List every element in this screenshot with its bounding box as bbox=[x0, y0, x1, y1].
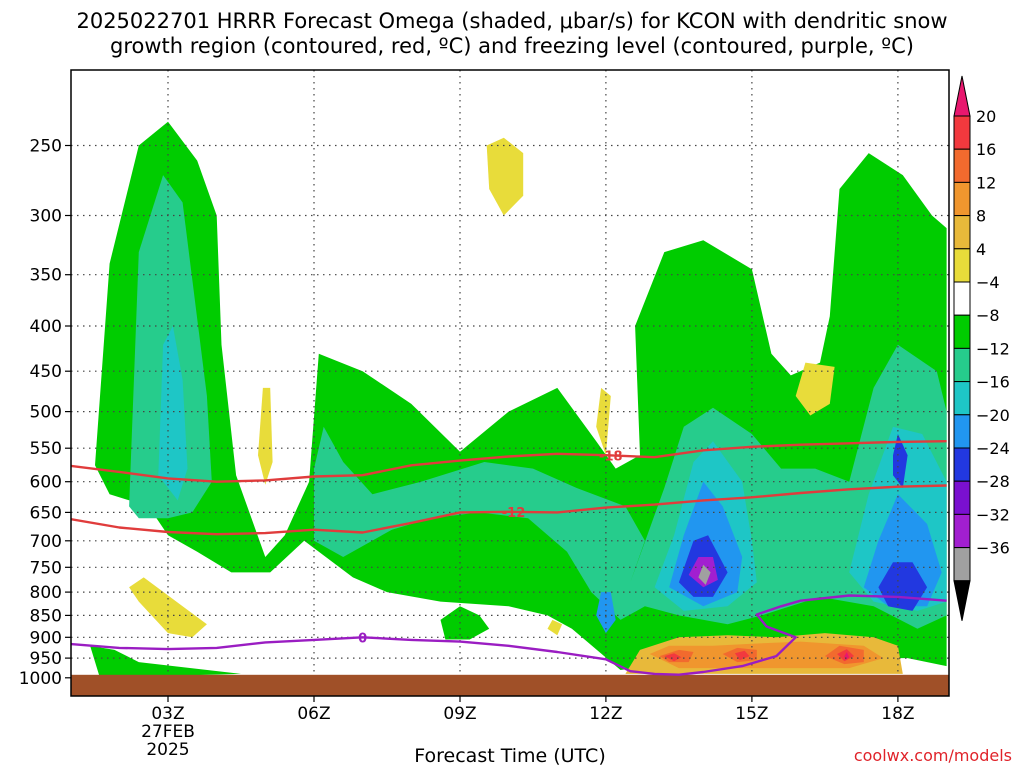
colorbar-swatch-7 bbox=[953, 314, 971, 349]
chart-title-line2: growth region (contoured, red, ºC) and f… bbox=[110, 34, 914, 58]
colorbar-swatch-1 bbox=[953, 115, 971, 150]
colorbar-label-12: −32 bbox=[976, 505, 1010, 524]
omega-region-23 bbox=[649, 641, 884, 669]
omega-region-10 bbox=[596, 592, 616, 634]
omega-region-2 bbox=[440, 606, 490, 640]
omega-region-15 bbox=[698, 564, 711, 585]
omega-region-9 bbox=[863, 494, 942, 607]
y-tick-labels: 2503003504004505005506006507007508008509… bbox=[19, 137, 71, 689]
omega-region-5 bbox=[158, 326, 188, 501]
y-tick-label-350: 350 bbox=[30, 266, 62, 286]
y-tick-label-500: 500 bbox=[30, 403, 62, 423]
colorbar-swatch-13 bbox=[953, 513, 971, 549]
omega-region-17 bbox=[258, 387, 273, 485]
colorbar-label-4: 4 bbox=[976, 240, 986, 259]
omega-region-0 bbox=[90, 645, 241, 678]
omega-region-27 bbox=[664, 653, 682, 662]
colorbar-swatch-2 bbox=[953, 148, 971, 183]
y-tick-label-550: 550 bbox=[30, 439, 62, 459]
colorbar-label-0: 20 bbox=[976, 107, 996, 126]
y-tick-label-250: 250 bbox=[30, 137, 62, 157]
credit-text: coolwx.com/models bbox=[854, 746, 1012, 765]
y-tick-label-850: 850 bbox=[30, 606, 62, 626]
colorbar-swatch-3 bbox=[953, 181, 971, 217]
omega-region-18 bbox=[596, 387, 611, 456]
x-tick-label-12Z: 12Z bbox=[589, 704, 622, 724]
colorbar-swatch-14 bbox=[953, 547, 971, 582]
plot-frame bbox=[70, 69, 950, 697]
x-tick-label-03Z: 03Z bbox=[151, 704, 184, 724]
y-tick-label-750: 750 bbox=[30, 558, 62, 578]
x-tick-label-15Z: 15Z bbox=[735, 704, 768, 724]
omega-region-16 bbox=[486, 137, 524, 216]
contour-line-0 bbox=[71, 594, 947, 676]
y-tick-label-600: 600 bbox=[30, 473, 62, 493]
omega-region-21 bbox=[547, 619, 563, 636]
y-tick-label-450: 450 bbox=[30, 362, 62, 382]
colorbar-label-5: −4 bbox=[976, 273, 1000, 292]
omega-region-4 bbox=[314, 344, 947, 629]
colorbar-label-9: −20 bbox=[976, 406, 1010, 425]
colorbar-label-6: −8 bbox=[976, 306, 1000, 325]
x-tick-label-18Z: 18Z bbox=[881, 704, 914, 724]
colorbar-swatch-5 bbox=[953, 248, 971, 283]
x-tick-label-09Z: 09Z bbox=[443, 704, 476, 724]
omega-shading-layer bbox=[90, 121, 947, 678]
y-tick-label-950: 950 bbox=[30, 649, 62, 669]
colorbar-swatch-11 bbox=[953, 447, 971, 482]
contour-label--12: -12 bbox=[502, 506, 526, 521]
colorbar-arrow-bottom bbox=[953, 580, 971, 621]
ground-layer bbox=[71, 674, 949, 696]
colorbar-swatch-12 bbox=[953, 480, 971, 515]
colorbar-label-7: −12 bbox=[976, 339, 1010, 358]
y-tick-label-300: 300 bbox=[30, 207, 62, 227]
x-tick-year: 2025 bbox=[146, 740, 189, 760]
colorbar-label-13: −36 bbox=[976, 539, 1010, 558]
colorbar-swatch-4 bbox=[953, 215, 971, 250]
y-tick-label-700: 700 bbox=[30, 532, 62, 552]
y-tick-label-800: 800 bbox=[30, 583, 62, 603]
colorbar-label-10: −24 bbox=[976, 439, 1010, 458]
x-axis-label: Forecast Time (UTC) bbox=[414, 745, 605, 767]
x-tick-label-06Z: 06Z bbox=[297, 704, 330, 724]
colorbar-swatch-10 bbox=[953, 414, 971, 449]
contour-line--12 bbox=[71, 484, 947, 536]
colorbar-label-1: 16 bbox=[976, 140, 996, 159]
omega-region-28 bbox=[734, 650, 750, 661]
y-tick-label-1000: 1000 bbox=[19, 669, 62, 689]
contour-layer: -18 -12 0 bbox=[71, 440, 947, 676]
colorbar-label-2: 12 bbox=[976, 173, 996, 192]
colorbar-label-11: −28 bbox=[976, 472, 1010, 491]
x-tick-date: 27FEB bbox=[141, 722, 195, 742]
colorbar-arrow-top bbox=[953, 75, 971, 117]
chart-title-line1: 2025022701 HRRR Forecast Omega (shaded, … bbox=[76, 9, 947, 33]
colorbar-swatch-9 bbox=[953, 381, 971, 416]
y-tick-label-900: 900 bbox=[30, 628, 62, 648]
ground-fill bbox=[71, 674, 949, 696]
contour-line--18 bbox=[71, 440, 947, 483]
omega-region-19 bbox=[795, 362, 835, 416]
colorbar: 20 16 12 8 4 −4 −8 −12 −16 −20 −24 −28 −32 −36 bbox=[953, 75, 1010, 621]
omega-region-20 bbox=[129, 577, 207, 638]
colorbar-label-3: 8 bbox=[976, 207, 986, 226]
contour-label-0: 0 bbox=[358, 631, 367, 646]
contour-label--18: -18 bbox=[599, 449, 623, 464]
y-tick-label-650: 650 bbox=[30, 503, 62, 523]
omega-region-13 bbox=[893, 434, 908, 488]
colorbar-label-8: −16 bbox=[976, 373, 1010, 392]
colorbar-swatch-6 bbox=[953, 281, 971, 316]
y-tick-label-400: 400 bbox=[30, 317, 62, 337]
colorbar-swatch-8 bbox=[953, 347, 971, 383]
